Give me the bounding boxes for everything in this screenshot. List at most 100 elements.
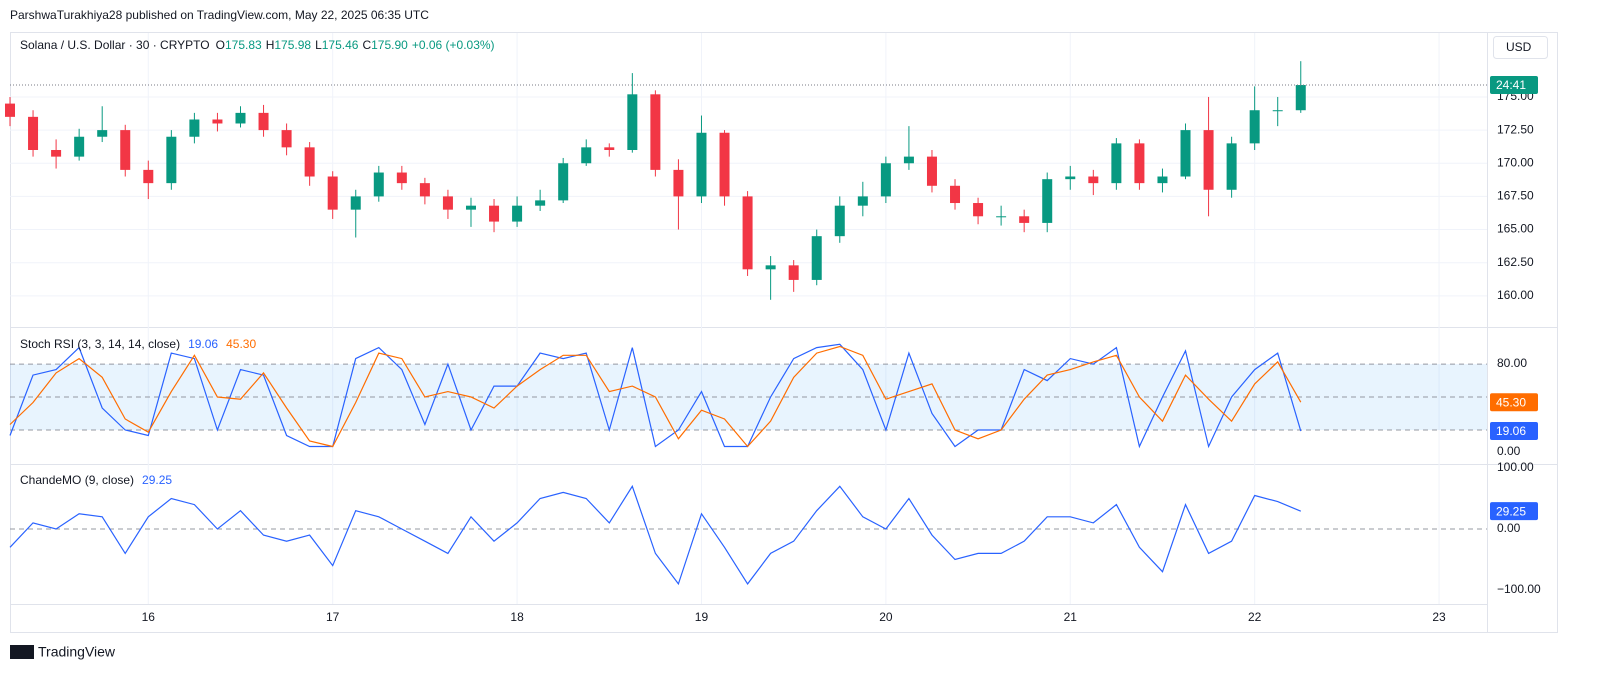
x-tick-label: 16 xyxy=(142,610,156,624)
candle-body xyxy=(166,136,177,184)
candle-body xyxy=(673,169,684,197)
candle-body xyxy=(1065,176,1076,180)
d-value-tag: 45.30 xyxy=(1496,395,1526,409)
y-tick-label: 162.50 xyxy=(1497,255,1534,269)
candle-body xyxy=(719,132,730,197)
d-value-tag-box xyxy=(1490,393,1538,412)
candle-body xyxy=(604,147,615,150)
candle-body xyxy=(189,119,200,137)
panel-frame xyxy=(10,32,1558,633)
y-tick-label: 172.50 xyxy=(1497,122,1534,136)
symbol-title: Solana / U.S. Dollar · 30 · CRYPTO xyxy=(20,38,210,52)
legend-value: 29.25 xyxy=(142,473,172,487)
candle-body xyxy=(1249,110,1260,144)
quote-value: 175.46 xyxy=(322,38,359,52)
x-tick-label: 18 xyxy=(510,610,524,624)
candle-body xyxy=(880,163,891,197)
y-tick-label: 0.00 xyxy=(1497,521,1521,535)
candle-body xyxy=(1042,179,1053,223)
candle-body xyxy=(1134,143,1145,184)
candle-body xyxy=(373,172,384,197)
stoch-legend: Stoch RSI (3, 3, 14, 14, close) 19.06 45.3… xyxy=(20,337,256,351)
candle-body xyxy=(581,147,592,164)
quote-value: 175.98 xyxy=(274,38,311,52)
candle-body xyxy=(627,94,638,150)
y-tick-label: 170.00 xyxy=(1497,155,1534,169)
legend-value: 45.30 xyxy=(226,337,256,351)
y-tick-label: 80.00 xyxy=(1497,356,1527,370)
candle-body xyxy=(765,265,776,270)
candle-body xyxy=(950,185,961,204)
candle-body xyxy=(1157,176,1168,184)
x-tick-label: 21 xyxy=(1064,610,1078,624)
candle-body xyxy=(857,196,868,206)
k-value-tag: 19.06 xyxy=(1496,424,1526,438)
candle-body xyxy=(489,205,500,222)
candle-body xyxy=(834,205,845,237)
candle-body xyxy=(143,169,154,184)
indicator-line xyxy=(9,484,1302,586)
candle-body xyxy=(1180,130,1191,177)
price-legend: Solana / U.S. Dollar · 30 · CRYPTO O175.8… xyxy=(20,38,495,52)
quote-label: O xyxy=(216,38,225,52)
y-tick-label: −100.00 xyxy=(1497,582,1541,596)
indicator-title: ChandeMO (9, close) xyxy=(20,473,134,487)
countdown-tag: 24:41 xyxy=(1496,78,1526,92)
quote-label: C xyxy=(362,38,371,52)
candle-body xyxy=(535,200,546,206)
candle-body xyxy=(442,196,453,210)
y-tick-label: 0.00 xyxy=(1497,444,1521,458)
indicator-title: Stoch RSI (3, 3, 14, 14, close) xyxy=(20,337,180,351)
candle-body xyxy=(281,130,292,148)
quote-value: 175.90 xyxy=(371,38,408,52)
candle-body xyxy=(973,203,984,217)
y-tick-label: 165.00 xyxy=(1497,222,1534,236)
candle-body xyxy=(996,216,1007,218)
candle-body xyxy=(419,183,430,197)
currency-button[interactable] xyxy=(1493,36,1548,59)
quote-change: +0.06 (+0.03%) xyxy=(412,38,495,52)
candle-body xyxy=(1088,176,1099,184)
quote-label: H xyxy=(266,38,275,52)
countdown-tag-box xyxy=(1490,76,1538,95)
candle-body xyxy=(650,94,661,170)
cmo-value-tag: 29.25 xyxy=(1496,504,1526,518)
candle-body xyxy=(28,116,39,150)
candle-body xyxy=(5,103,15,117)
x-tick-label: 22 xyxy=(1248,610,1262,624)
candle-body xyxy=(811,236,822,280)
legend-value: 19.06 xyxy=(188,337,218,351)
candle-body xyxy=(97,130,108,137)
indicator-line xyxy=(9,345,1302,448)
candle-body xyxy=(235,112,246,124)
x-tick-label: 19 xyxy=(695,610,709,624)
candle-body xyxy=(51,149,62,157)
candle-body xyxy=(74,136,85,157)
candle-body xyxy=(1203,130,1214,190)
candle-body xyxy=(1226,143,1237,190)
candle-body xyxy=(396,172,407,184)
candle-body xyxy=(212,119,223,124)
candle-body xyxy=(1111,143,1122,184)
candle-body xyxy=(788,265,799,280)
x-tick-label: 17 xyxy=(326,610,340,624)
y-tick-label: 167.50 xyxy=(1497,189,1534,203)
cmo-legend: ChandeMO (9, close) 29.25 xyxy=(20,473,172,487)
candle-body xyxy=(327,176,338,210)
footer-logo: TradingView xyxy=(38,644,116,660)
quote-label: L xyxy=(315,38,322,52)
cmo-value-tag-box xyxy=(1490,502,1538,521)
y-tick-label: 100.00 xyxy=(1497,460,1534,474)
x-tick-label: 23 xyxy=(1432,610,1446,624)
candle-body xyxy=(742,196,753,270)
indicator-line xyxy=(9,343,1302,449)
candle-body xyxy=(926,156,937,186)
k-value-tag-box xyxy=(1490,422,1538,441)
candle-body xyxy=(512,205,523,222)
candle-body xyxy=(558,163,569,201)
y-tick-label: 160.00 xyxy=(1497,288,1534,302)
candle-body xyxy=(258,112,269,131)
candle-body xyxy=(465,205,476,210)
candle-body xyxy=(696,132,707,197)
